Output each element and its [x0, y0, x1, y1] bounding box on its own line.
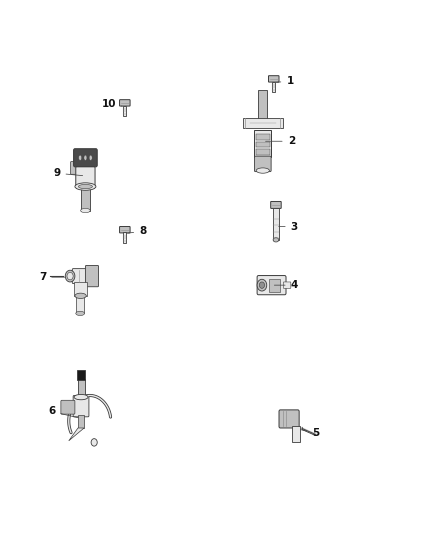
Bar	[256, 149, 270, 155]
FancyBboxPatch shape	[257, 276, 286, 295]
Bar	[243, 118, 283, 128]
Text: 2: 2	[265, 136, 295, 146]
FancyBboxPatch shape	[271, 201, 281, 208]
Bar	[78, 379, 85, 397]
Text: 7: 7	[39, 272, 65, 282]
FancyBboxPatch shape	[283, 282, 291, 288]
Text: 1: 1	[276, 76, 293, 86]
Bar	[256, 142, 270, 147]
Text: 9: 9	[53, 168, 83, 178]
Ellipse shape	[89, 155, 92, 160]
FancyBboxPatch shape	[279, 410, 299, 428]
Text: 10: 10	[101, 99, 122, 109]
Bar	[74, 282, 87, 296]
Ellipse shape	[257, 279, 267, 291]
Text: 4: 4	[274, 280, 298, 290]
Bar	[124, 232, 126, 243]
Bar	[273, 208, 279, 240]
Ellipse shape	[67, 272, 73, 280]
Ellipse shape	[256, 168, 269, 173]
FancyBboxPatch shape	[74, 149, 97, 167]
Bar	[272, 82, 275, 92]
Text: 8: 8	[127, 227, 146, 236]
Bar	[124, 106, 126, 116]
Ellipse shape	[78, 184, 92, 189]
Bar	[76, 295, 84, 313]
Ellipse shape	[84, 155, 87, 160]
FancyBboxPatch shape	[254, 156, 271, 172]
FancyBboxPatch shape	[61, 400, 75, 414]
Text: 6: 6	[48, 407, 78, 418]
FancyBboxPatch shape	[268, 76, 279, 82]
Bar	[78, 415, 84, 428]
Ellipse shape	[75, 183, 96, 190]
Text: 3: 3	[279, 222, 298, 231]
Polygon shape	[69, 428, 84, 441]
Bar	[292, 426, 300, 442]
Ellipse shape	[259, 282, 265, 288]
FancyBboxPatch shape	[120, 100, 130, 106]
Bar	[77, 370, 85, 380]
FancyBboxPatch shape	[76, 166, 95, 188]
FancyBboxPatch shape	[254, 130, 271, 157]
Text: 5: 5	[300, 428, 319, 438]
Ellipse shape	[81, 208, 90, 213]
Ellipse shape	[74, 394, 88, 400]
Bar	[81, 185, 90, 211]
FancyBboxPatch shape	[85, 265, 99, 287]
Bar	[256, 134, 270, 140]
Ellipse shape	[91, 439, 97, 446]
FancyBboxPatch shape	[71, 161, 79, 174]
Ellipse shape	[65, 270, 75, 282]
FancyBboxPatch shape	[72, 269, 92, 284]
FancyBboxPatch shape	[73, 395, 89, 417]
Ellipse shape	[78, 155, 81, 160]
Ellipse shape	[76, 311, 85, 316]
FancyBboxPatch shape	[120, 227, 130, 233]
Bar	[258, 90, 267, 119]
Ellipse shape	[273, 238, 279, 242]
Ellipse shape	[75, 293, 86, 298]
Bar	[269, 279, 280, 292]
